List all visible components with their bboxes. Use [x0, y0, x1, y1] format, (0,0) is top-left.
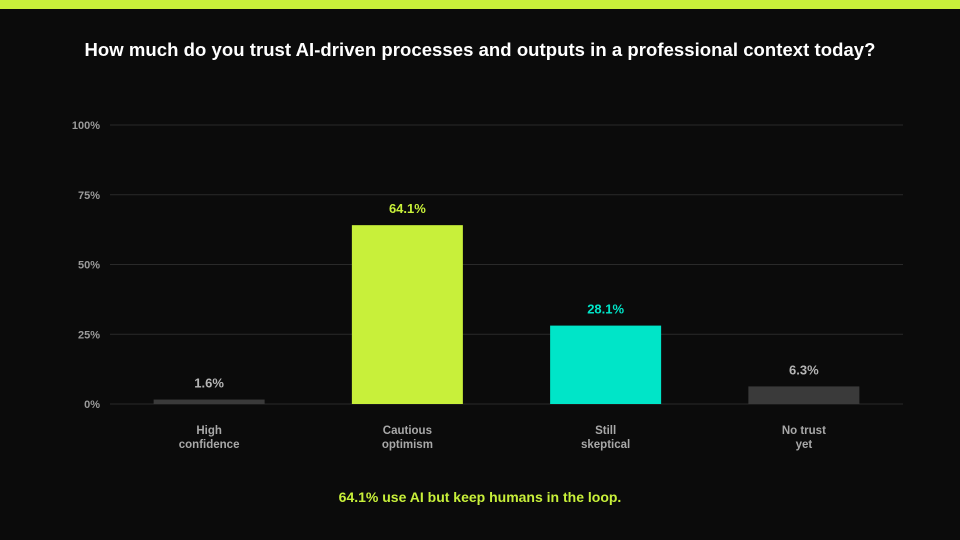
- x-category-label: confidence: [179, 439, 240, 451]
- bar: [153, 399, 265, 404]
- x-category-label: optimism: [382, 439, 433, 451]
- bar: [351, 225, 463, 404]
- chart-title: How much do you trust AI-driven processe…: [84, 39, 876, 60]
- top-accent-bar: [0, 0, 960, 9]
- x-category-label: Still: [595, 425, 616, 437]
- bar: [748, 386, 860, 404]
- x-category-label: No trust: [782, 425, 826, 437]
- y-tick-label: 75%: [78, 190, 100, 202]
- y-tick-label: 25%: [78, 329, 100, 341]
- x-category-label: yet: [796, 439, 813, 451]
- bar-value-label: 64.1%: [389, 201, 426, 216]
- bar-value-label: 28.1%: [587, 302, 624, 317]
- bar-value-label: 1.6%: [194, 376, 224, 391]
- bar-value-label: 6.3%: [789, 362, 819, 377]
- y-tick-label: 50%: [78, 260, 100, 272]
- x-category-label: High: [196, 425, 222, 437]
- x-category-label: skeptical: [581, 439, 630, 451]
- bar: [550, 325, 662, 404]
- chart-footnote: 64.1% use AI but keep humans in the loop…: [338, 489, 622, 505]
- y-tick-label: 100%: [72, 120, 100, 132]
- y-tick-label: 0%: [84, 399, 100, 411]
- x-category-label: Cautious: [383, 425, 432, 437]
